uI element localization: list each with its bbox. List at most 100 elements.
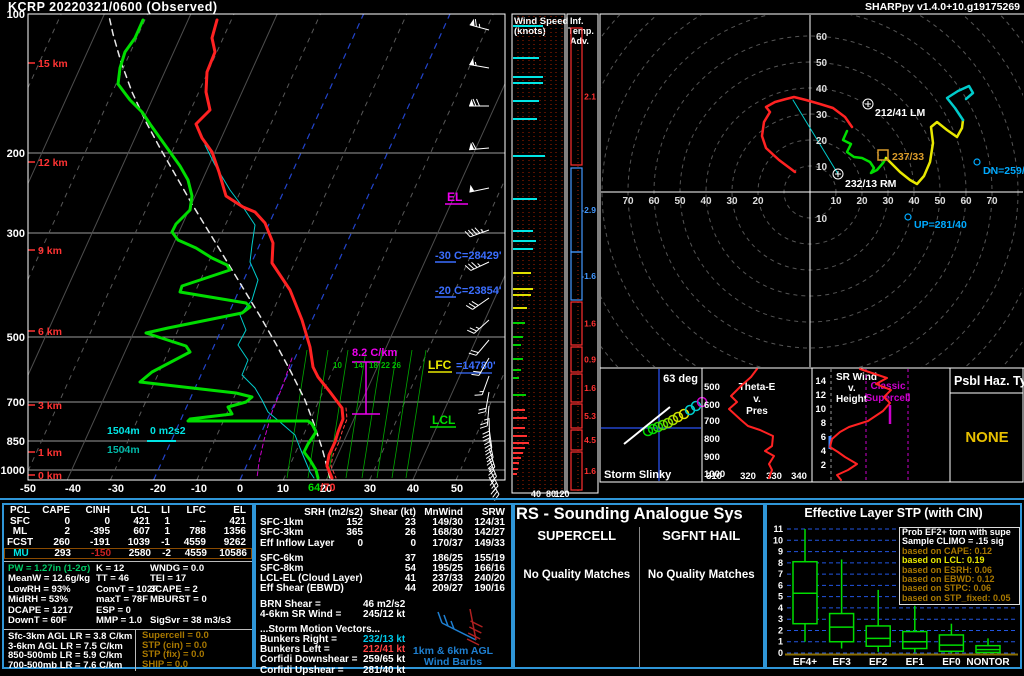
srwind-title2: v. — [848, 383, 856, 394]
height-label: 9 km — [38, 245, 62, 257]
hodo-trace-3-6km — [884, 118, 965, 186]
srwind-panel[interactable]: SR Wind v. Height Classic Supercell 14 12… — [811, 367, 951, 483]
wind-barb — [469, 98, 489, 107]
lapse-rates: Sfc-3km AGL LR = 3.8 C/km 3-6km AGL LR = … — [4, 629, 252, 670]
station-title: KCRP 20220321/0600 (Observed) — [8, 0, 218, 14]
kin-extra-row: 4-6km SR Wind = 245/12 kt — [256, 609, 511, 620]
lcl-label: LCL — [432, 413, 455, 427]
storm-motion-marker — [832, 168, 844, 180]
kin-data-row: SFC-8km 54 195/25 166/16 — [256, 563, 511, 574]
mixing-ratio-label: 26 — [392, 361, 401, 370]
hodo-marker-label: 237/33 — [892, 151, 924, 163]
kin-cell: SFC-3km — [260, 527, 304, 539]
adv-segment — [570, 373, 583, 403]
advection-panel[interactable]: Inf. Temp. Adv. 2.1 -2.9 -1.6 1.6 0.9 1.6 5.3 4… — [566, 13, 599, 494]
storm-slinky-panel[interactable]: 63 deg Storm Slinky — [599, 367, 708, 483]
kin-cell: 142/27 — [474, 527, 505, 539]
kin-data-row: SFC-1km 152 23 149/30 124/31 — [256, 517, 511, 529]
barb-full — [474, 227, 481, 234]
height-label: 1 km — [38, 447, 62, 459]
barb-full — [477, 411, 486, 414]
downdraft-trace — [256, 357, 293, 479]
temp-axis-label: 20 — [320, 483, 332, 495]
wind-speed-bar — [513, 240, 536, 242]
stp-category-label: EF4+ — [793, 657, 817, 667]
srwind-title3: Height — [836, 394, 868, 405]
lapse-rate-value: Sfc-3km AGL LR = 3.8 C/km — [8, 631, 133, 642]
temp-axis-label: -10 — [191, 483, 207, 495]
stp-y-label: 8 — [778, 558, 783, 568]
parcel-cell: 0 — [104, 515, 110, 527]
el-label: EL — [447, 190, 462, 204]
parcel-cell: 0 — [64, 515, 70, 527]
box-iqr — [865, 625, 891, 647]
parcel-header-row: PCL CAPE CINH LCL LI LFC EL — [4, 505, 252, 517]
parcel-cell: -191 — [89, 536, 110, 548]
barb-full — [482, 430, 490, 435]
windspeed-border — [511, 13, 566, 494]
parcel-row[interactable]: ML 2 -395 607 1 788 1356 — [4, 526, 252, 538]
kin-cell: 37 — [404, 552, 416, 564]
wind-speed-bar — [513, 272, 531, 274]
wind-speed-bar — [513, 82, 543, 84]
stp-y-label: 11 — [773, 524, 783, 534]
height-label: 6 km — [38, 326, 62, 338]
thermo-value: PW = 1.27in (1-2σ) — [8, 563, 91, 574]
stp-category-label: EF0 — [942, 657, 961, 667]
parcel-row[interactable]: MU 293 -150 2580 -2 4559 10586 — [4, 548, 252, 559]
hodograph-panel[interactable]: 232/13 RM 212/41 LM 237/33 UP=281/40 DN=259/… — [472, 0, 1024, 503]
thermo-row: DownT = 60F MMP = 1.0 SigSvr = 38 m3/s3 — [4, 614, 252, 626]
advection-title1: Inf. — [570, 16, 584, 26]
mixing-ratio-label: 18 — [369, 361, 378, 370]
kin-cell: Shear (kt) — [369, 507, 416, 518]
wind-barb — [469, 58, 490, 69]
sars-supercell-column[interactable]: SUPERCELL No Quality Matches — [515, 527, 639, 667]
parcel-cell: 4559 — [184, 548, 207, 559]
kin-cell: 209/27 — [432, 583, 463, 595]
hodo-axis-label: 50 — [816, 58, 828, 69]
mixing-ratio-label: 10 — [333, 361, 342, 370]
agl-wind-barbs-graphic — [437, 608, 483, 646]
pressure-label: 850 — [7, 436, 25, 448]
slinky-circle — [657, 419, 669, 431]
wind-barb — [474, 375, 490, 396]
thermo-value: SigSvr = 38 m3/s3 — [150, 614, 232, 626]
lapse-rate-value: 3-6km AGL LR = 7.5 C/km — [8, 640, 123, 652]
parcel-row[interactable]: SFC 0 0 421 1 -- 421 — [4, 515, 252, 528]
barb-full — [473, 370, 481, 373]
barb-full — [482, 434, 490, 439]
barb-full — [485, 447, 493, 453]
parcel-cell: EL — [233, 505, 246, 516]
adv-segment — [570, 301, 583, 346]
kin-cell: 23 — [404, 517, 416, 529]
wind-speed-bar — [513, 25, 543, 27]
title-bar: KCRP 20220321/0600 (Observed) SHARPpy v1… — [0, 0, 1024, 14]
thermo-value: 3CAPE = 2 — [150, 583, 198, 595]
wind-speed-bar — [513, 322, 525, 324]
kin-cell: 168/30 — [432, 527, 463, 539]
barb-full — [468, 303, 476, 308]
box-iqr — [902, 630, 928, 650]
barb-full — [464, 265, 472, 271]
parcel-row[interactable]: FCST 260 -191 1039 -1 4559 9262 — [4, 536, 252, 549]
barb-full — [488, 466, 496, 473]
wind-speed-bar — [513, 447, 525, 449]
thermo-value: DownT = 60F — [8, 614, 67, 626]
parcel-cell: 2 — [64, 526, 70, 537]
barb-full — [471, 373, 480, 376]
slinky-circle — [642, 425, 654, 437]
kin-cell: 155/19 — [474, 552, 505, 564]
windspeed-panel[interactable]: Wind Speed (knots) 40 80 120 — [511, 13, 570, 499]
barb-full — [471, 301, 479, 306]
isotherm-line — [153, 14, 365, 480]
sars-hail-column[interactable]: SGFNT HAIL No Quality Matches — [638, 527, 764, 667]
hodo-marker-label: UP=281/40 — [914, 219, 967, 231]
stp-y-label: 0 — [778, 648, 783, 658]
adv-segment — [570, 251, 583, 301]
thetae-title3: Pres — [746, 406, 768, 417]
hodo-axis-label: 20 — [752, 196, 764, 207]
hazard-panel[interactable]: Psbl Haz. Type NONE — [949, 367, 1024, 483]
